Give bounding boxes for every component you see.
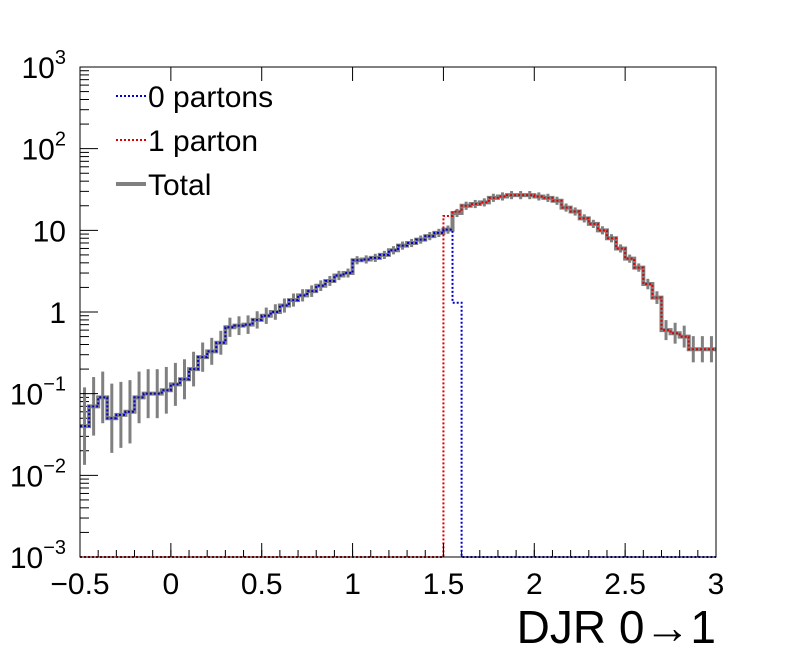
y-tick-label: 10 <box>33 215 66 248</box>
y-tick-exponent: 2 <box>55 129 66 151</box>
x-tick-label: 1.5 <box>423 568 465 601</box>
legend-entry-0-partons: 0 partons <box>116 81 273 114</box>
x-tick-label: 0 <box>163 568 180 601</box>
legend-label: 0 partons <box>148 81 273 114</box>
legend-entry-1-parton: 1 parton <box>116 125 258 158</box>
legend-label: Total <box>148 169 211 202</box>
x-axis-label: DJR 0→1 <box>517 601 716 653</box>
x-tick-label: 0.5 <box>241 568 283 601</box>
legend-entry-total: Total <box>116 169 211 202</box>
x-tick-label: 2.5 <box>604 568 646 601</box>
y-tick-exponent: −2 <box>43 455 66 477</box>
legend-label: 1 parton <box>148 125 258 158</box>
y-tick-exponent: −1 <box>43 374 66 396</box>
x-tick-label: 3 <box>708 568 725 601</box>
series-total <box>80 191 716 465</box>
y-tick-label: 1 <box>49 297 66 330</box>
x-tick-label: 2 <box>526 568 543 601</box>
legend: 0 partons 1 parton Total <box>116 81 273 202</box>
y-tick-exponent: 3 <box>55 47 66 69</box>
x-tick-label: 1 <box>344 568 361 601</box>
y-tick-exponent: −3 <box>43 537 66 559</box>
x-tick-label: −0.5 <box>50 568 109 601</box>
